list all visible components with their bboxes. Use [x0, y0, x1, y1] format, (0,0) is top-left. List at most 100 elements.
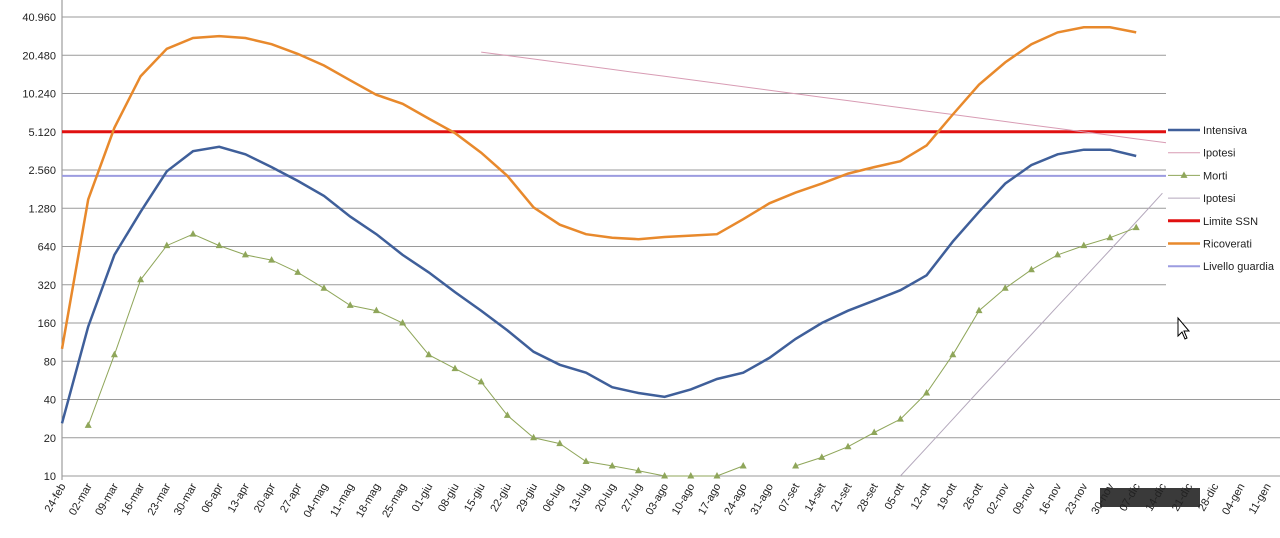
marker [320, 284, 328, 291]
x-tick-label: 11-mag [328, 482, 357, 520]
x-tick-label: 25-mag [380, 482, 409, 520]
y-tick-label: 40.960 [22, 12, 56, 24]
x-tick-label: 05-ott [883, 482, 907, 512]
marker [268, 256, 276, 263]
y-tick-label: 160 [38, 318, 56, 330]
marker [739, 461, 747, 469]
x-tick-label: 22-giu [488, 482, 514, 514]
series-line [87, 227, 1137, 477]
x-tick-label: 14-set [803, 482, 829, 514]
marker [451, 364, 459, 372]
x-tick-label: 31-ago [748, 482, 776, 518]
x-tick-label: 23-nov [1063, 481, 1090, 517]
x-tick-label: 04-mag [302, 482, 331, 520]
x-tick-label: 16-nov [1037, 481, 1064, 517]
marker [792, 461, 800, 469]
y-tick-label: 2.560 [28, 165, 56, 177]
x-tick-label: 17-ago [696, 482, 724, 518]
marker [346, 301, 354, 308]
x-tick-label: 24-ago [722, 482, 750, 518]
x-tick-label: 08-giu [436, 482, 462, 514]
x-tick-label: 27-lug [619, 482, 645, 514]
x-tick-label: 07-set [777, 482, 803, 514]
marker [189, 230, 197, 237]
x-tick-label: 20-lug [593, 482, 619, 514]
legend-label: Livello guardia [1203, 261, 1275, 273]
x-tick-label: 19-ott [935, 482, 959, 512]
cursor [1177, 316, 1191, 340]
marker [634, 466, 642, 474]
marker [215, 241, 223, 249]
x-tick-label: 28-set [855, 482, 881, 514]
x-tick-label: 02-nov [985, 481, 1012, 517]
y-tick-label: 10.240 [22, 89, 56, 101]
marker [896, 415, 904, 422]
x-tick-label: 01-giu [410, 482, 436, 514]
marker [1001, 284, 1009, 291]
x-tick-label: 16-mar [119, 481, 147, 517]
marker [1106, 233, 1114, 241]
legend-label: Morti [1203, 170, 1227, 182]
marker [503, 411, 511, 418]
y-tick-label: 40 [44, 395, 56, 407]
x-tick-label: 21-set [829, 482, 855, 514]
marker [556, 439, 564, 447]
x-tick-label: 06-lug [541, 482, 567, 514]
marker [818, 453, 826, 460]
legend-label: Ricoverati [1203, 239, 1252, 251]
x-tick-label: 06-apr [200, 481, 226, 515]
marker [1027, 265, 1035, 273]
x-tick-label: 18-mag [354, 482, 383, 520]
legend-label: Ipotesi [1203, 193, 1235, 205]
marker [110, 350, 118, 358]
marker [975, 306, 983, 314]
series-line [481, 51, 1268, 157]
plot-area [60, 16, 1280, 479]
marker [477, 377, 485, 385]
marker [949, 350, 957, 358]
legend-marker [1180, 171, 1188, 178]
marker [84, 421, 92, 428]
marker [608, 461, 616, 469]
marker [399, 319, 407, 326]
marker [582, 457, 590, 465]
marker [1080, 241, 1088, 249]
redaction-box [1100, 488, 1200, 507]
legend: Intensiva Ipotesi Morti Ipotesi Limite SSN Ri… [1168, 125, 1275, 273]
y-tick-label: 10 [44, 471, 56, 483]
marker [530, 433, 538, 441]
x-tick-label: 03-ago [644, 482, 672, 518]
marker [844, 442, 852, 450]
series-line [900, 192, 1163, 477]
x-tick-label: 12-ott [909, 482, 933, 512]
x-tick-label: 10-ago [670, 482, 698, 518]
marker [661, 472, 669, 479]
x-tick-label: 11-gen [1247, 482, 1274, 517]
x-tick-label: 30-mar [172, 481, 200, 517]
x-tick-label: 13-apr [226, 481, 252, 515]
x-tick-label: 27-apr [278, 481, 304, 515]
marker [687, 472, 695, 479]
marker [137, 275, 145, 283]
marker [372, 306, 380, 314]
x-tick-label: 02-mar [67, 481, 95, 517]
x-tick-label: 29-giu [515, 482, 541, 514]
marker [241, 250, 249, 258]
x-tick-label: 15-giu [462, 482, 488, 514]
y-tick-label: 1.280 [28, 203, 56, 215]
y-tick-label: 80 [44, 356, 56, 368]
x-tick-label: 26-ott [961, 482, 985, 512]
marker [425, 350, 433, 358]
y-tick-label: 320 [38, 280, 56, 292]
marker [870, 428, 878, 435]
marker [713, 472, 721, 479]
x-tick-label: 04-gen [1220, 482, 1248, 518]
x-tick-label: 09-mar [93, 481, 121, 517]
marker [1132, 223, 1140, 231]
marker [1054, 250, 1062, 258]
y-tick-label: 20 [44, 433, 56, 445]
y-tick-label: 20.480 [22, 50, 56, 62]
y-tick-label: 640 [38, 242, 56, 254]
series-line [60, 145, 1137, 424]
